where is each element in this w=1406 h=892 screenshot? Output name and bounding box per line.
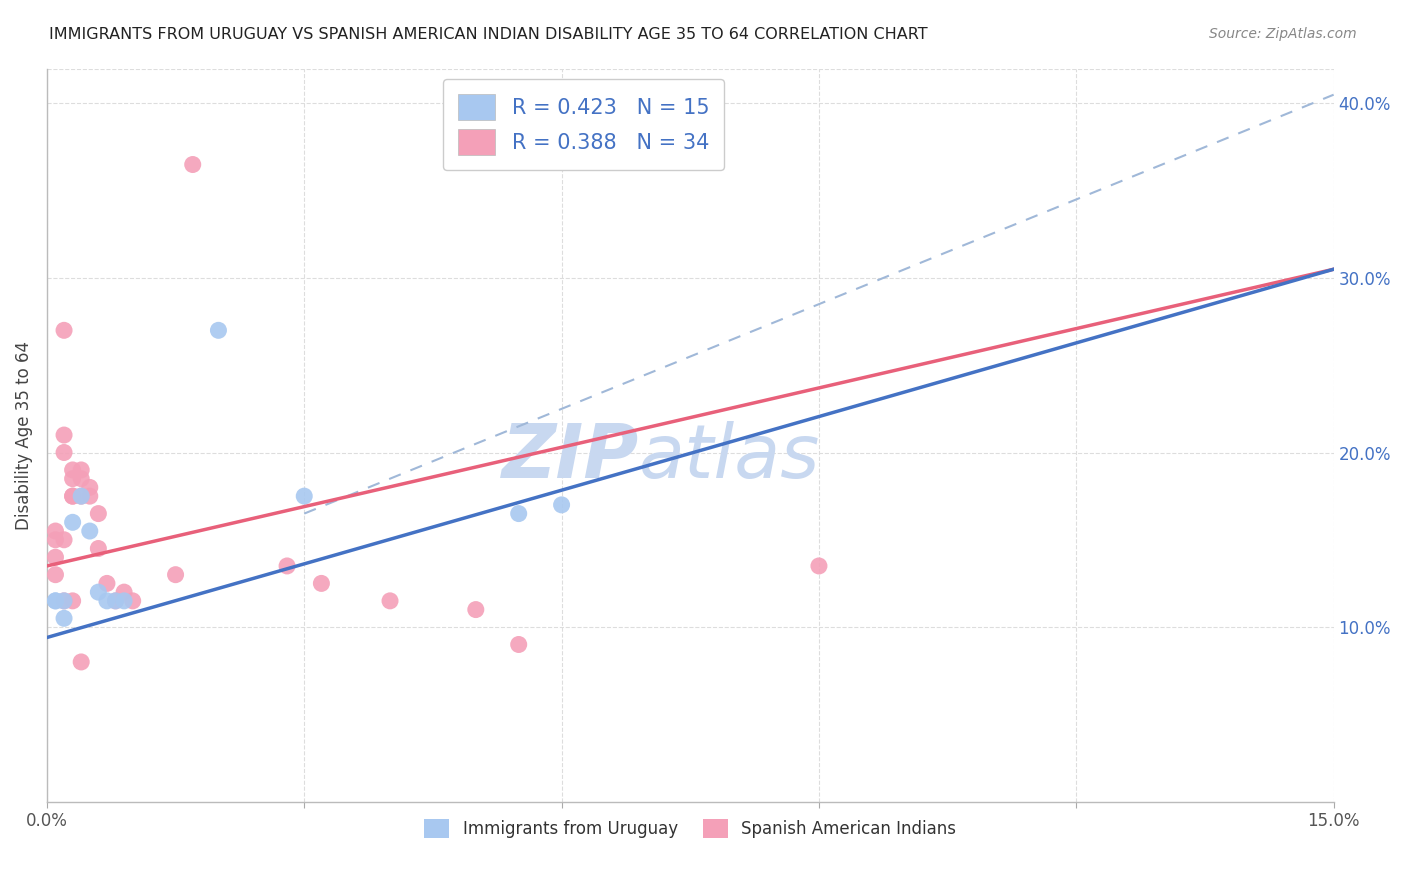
Point xyxy=(53,428,76,442)
Point xyxy=(464,602,486,616)
Point xyxy=(44,594,66,608)
Point xyxy=(87,541,110,556)
Point xyxy=(62,489,84,503)
Point xyxy=(53,533,76,547)
Point xyxy=(112,594,135,608)
Point xyxy=(62,472,84,486)
Point xyxy=(79,480,101,494)
Point xyxy=(44,594,66,608)
Point xyxy=(112,585,135,599)
Point xyxy=(96,576,118,591)
Point xyxy=(104,594,127,608)
Point xyxy=(53,594,76,608)
Text: ZIP: ZIP xyxy=(502,420,638,493)
Point xyxy=(181,157,204,171)
Point xyxy=(87,585,110,599)
Point xyxy=(311,576,333,591)
Point xyxy=(70,655,93,669)
Text: IMMIGRANTS FROM URUGUAY VS SPANISH AMERICAN INDIAN DISABILITY AGE 35 TO 64 CORRE: IMMIGRANTS FROM URUGUAY VS SPANISH AMERI… xyxy=(49,27,928,42)
Point xyxy=(276,558,298,573)
Point xyxy=(70,489,93,503)
Point xyxy=(44,524,66,538)
Point xyxy=(53,445,76,459)
Point xyxy=(104,594,127,608)
Point xyxy=(70,463,93,477)
Point xyxy=(292,489,315,503)
Point xyxy=(378,594,401,608)
Point xyxy=(207,323,229,337)
Point xyxy=(550,498,572,512)
Point xyxy=(70,472,93,486)
Point xyxy=(44,550,66,565)
Point xyxy=(508,638,530,652)
Point xyxy=(62,489,84,503)
Point xyxy=(508,507,530,521)
Point xyxy=(62,516,84,530)
Point xyxy=(70,489,93,503)
Point xyxy=(121,594,143,608)
Point xyxy=(79,489,101,503)
Point xyxy=(165,567,187,582)
Text: Source: ZipAtlas.com: Source: ZipAtlas.com xyxy=(1209,27,1357,41)
Point xyxy=(53,323,76,337)
Point xyxy=(62,594,84,608)
Point xyxy=(44,567,66,582)
Point xyxy=(53,594,76,608)
Point xyxy=(44,533,66,547)
Point xyxy=(87,507,110,521)
Y-axis label: Disability Age 35 to 64: Disability Age 35 to 64 xyxy=(15,341,32,530)
Text: atlas: atlas xyxy=(638,421,820,493)
Point xyxy=(79,524,101,538)
Point xyxy=(53,611,76,625)
Point xyxy=(62,463,84,477)
Legend: Immigrants from Uruguay, Spanish American Indians: Immigrants from Uruguay, Spanish America… xyxy=(418,812,963,845)
Point xyxy=(807,558,830,573)
Point xyxy=(96,594,118,608)
